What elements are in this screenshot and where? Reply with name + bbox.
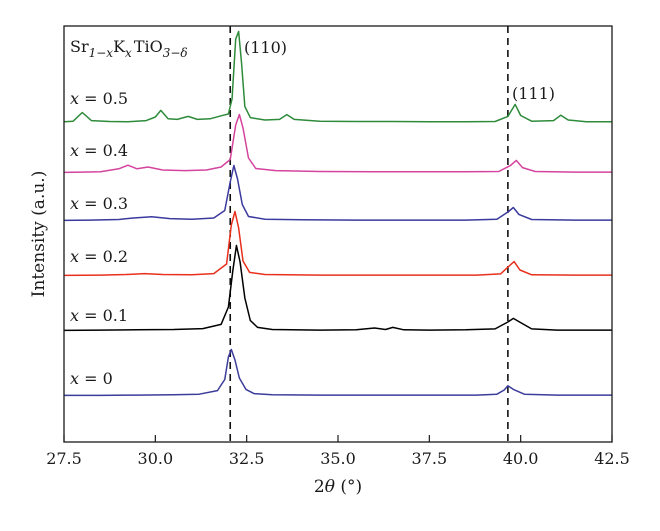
series-line-2 xyxy=(63,164,612,222)
x-tick-label-3: 35.0 xyxy=(320,449,356,468)
x-tick-label-2: 32.5 xyxy=(229,449,265,468)
series-label-4: x = 0.1 xyxy=(70,306,128,325)
x-tick-label-5: 40.0 xyxy=(503,449,539,468)
x-tick-label-6: 42.5 xyxy=(594,449,630,468)
x-tick-label-0: 27.5 xyxy=(46,449,82,468)
series-label-0: x = 0.5 xyxy=(70,89,128,108)
x-axis-label: 2θ (°) xyxy=(314,477,362,497)
series-line-1 xyxy=(63,113,612,174)
series-line-0 xyxy=(63,30,612,123)
series-label-3: x = 0.2 xyxy=(70,247,128,266)
peak-label-110: (110) xyxy=(244,38,287,57)
series-line-4 xyxy=(63,244,612,332)
x-tick-label-4: 37.5 xyxy=(412,449,448,468)
series-line-3 xyxy=(63,210,612,277)
y-axis-label: Intensity (a.u.) xyxy=(29,171,49,298)
peak-label-111: (111) xyxy=(512,84,555,103)
chart-title-annotation: Sr1−xKx TiO3−δ xyxy=(70,37,188,60)
series-label-2: x = 0.3 xyxy=(70,194,128,213)
series-label-5: x = 0 xyxy=(70,369,113,388)
series-label-1: x = 0.4 xyxy=(70,141,128,160)
series-line-5 xyxy=(64,348,612,397)
x-tick-label-1: 30.0 xyxy=(138,449,174,468)
